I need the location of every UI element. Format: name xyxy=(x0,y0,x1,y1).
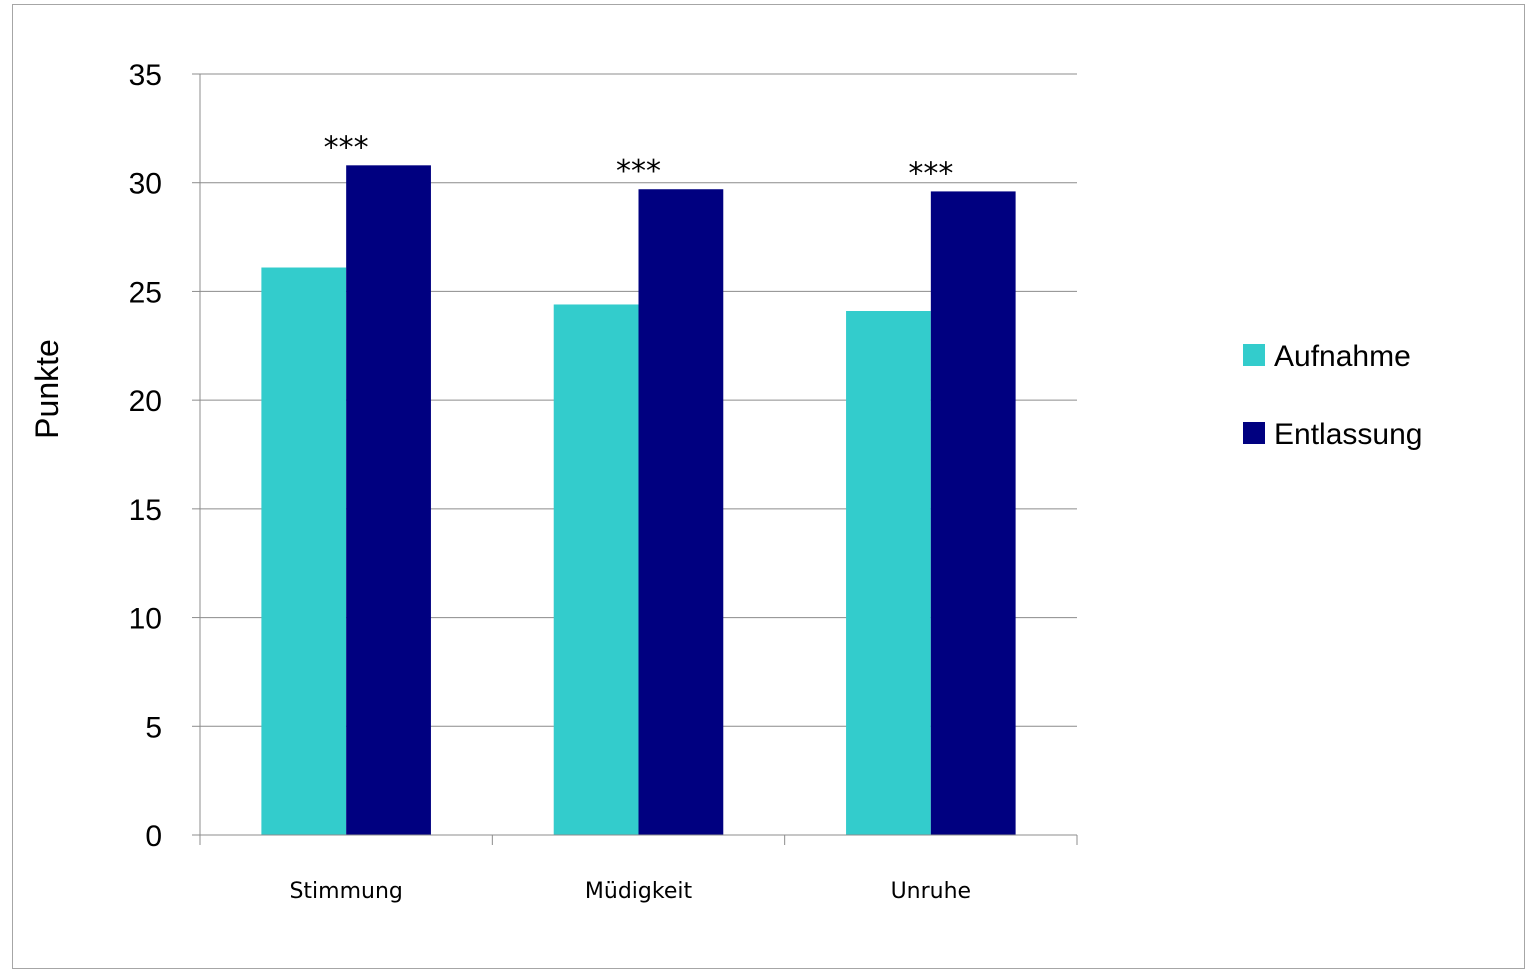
y-tick-label: 35 xyxy=(129,59,162,92)
y-tick-label: 25 xyxy=(129,276,162,309)
significance-annotations: *** *** *** xyxy=(324,130,954,191)
bar-entlassung-0 xyxy=(346,165,431,835)
y-tick-label: 15 xyxy=(129,494,162,527)
y-tick-label: 10 xyxy=(129,603,162,636)
bar-aufnahme-2 xyxy=(846,310,931,835)
legend-label: Entlassung xyxy=(1274,418,1422,451)
y-tick-label: 20 xyxy=(129,385,162,418)
legend: Aufnahme Entlassung xyxy=(1243,340,1422,451)
bar-entlassung-1 xyxy=(638,189,724,836)
bars xyxy=(261,165,1016,836)
legend-swatch xyxy=(1243,422,1265,444)
bar-aufnahme-0 xyxy=(261,267,347,835)
bar-entlassung-2 xyxy=(930,191,1016,835)
y-tick-labels: 0 5 10 15 20 25 30 35 xyxy=(129,59,162,853)
category-labels: Stimmung Müdigkeit Unruhe xyxy=(289,879,971,904)
significance-annotation: *** xyxy=(616,154,661,189)
legend-label: Aufnahme xyxy=(1274,340,1411,373)
legend-swatch xyxy=(1243,344,1265,366)
significance-annotation: *** xyxy=(324,130,369,165)
axes xyxy=(192,73,1078,845)
category-label: Stimmung xyxy=(289,879,402,904)
y-tick-label: 0 xyxy=(145,820,162,853)
bar-aufnahme-1 xyxy=(553,304,639,836)
category-label: Unruhe xyxy=(891,879,972,904)
y-axis-label: Punkte xyxy=(29,339,65,439)
y-tick-label: 5 xyxy=(145,711,162,744)
y-tick-label: 30 xyxy=(129,168,162,201)
significance-annotation: *** xyxy=(908,156,953,191)
category-label: Müdigkeit xyxy=(585,879,693,904)
